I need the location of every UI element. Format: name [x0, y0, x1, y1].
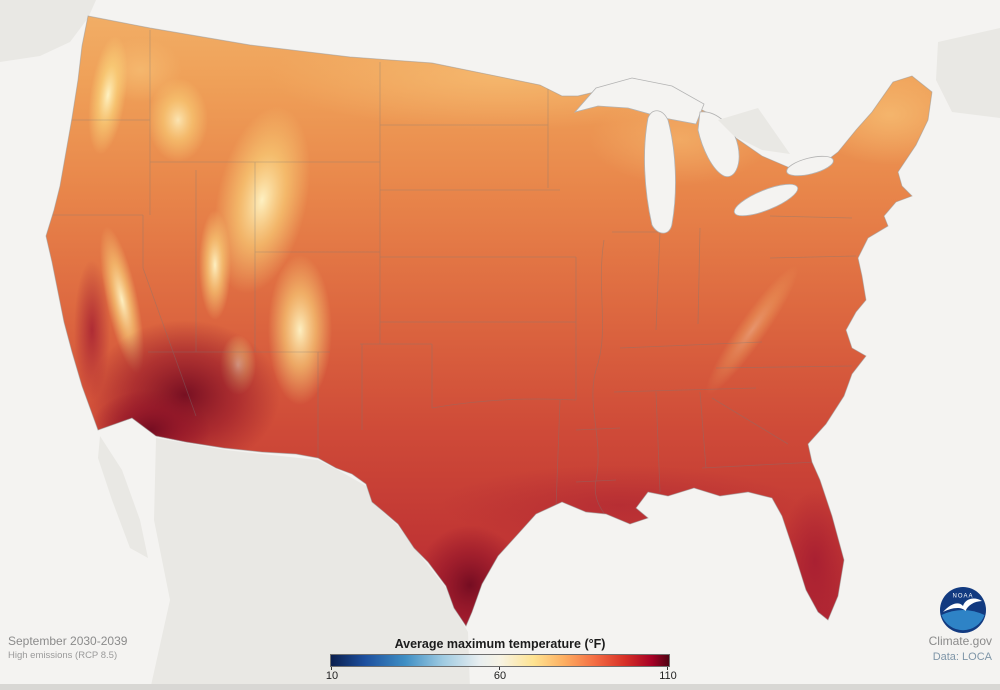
colorbar-ticks: 10 60 110 — [326, 667, 677, 683]
noaa-logo: NOAA — [940, 587, 986, 633]
tick-mark-mid — [499, 667, 500, 670]
noaa-logo-text: NOAA — [952, 594, 973, 600]
temperature-colorbar — [330, 654, 670, 667]
tick-mark-min — [331, 667, 332, 670]
tick-label-mid: 60 — [493, 670, 507, 682]
climate-gov-credit: Climate.gov — [928, 634, 992, 648]
lake-ontario — [786, 155, 834, 177]
tick-mark-max — [667, 667, 668, 670]
noaa-logo-ocean — [941, 610, 985, 631]
time-period-label: September 2030-2039 — [8, 634, 128, 648]
great-lakes — [573, 77, 834, 234]
lake-michigan — [644, 110, 676, 234]
source-credit: Climate.gov Data: LOCA — [929, 634, 992, 664]
tick-label-max: 110 — [659, 670, 677, 682]
canada-ontario-land — [718, 108, 790, 154]
state-borders — [52, 30, 857, 521]
baja-peninsula — [98, 436, 148, 558]
bottom-border-strip — [0, 684, 1000, 690]
colorbar-legend: Average maximum temperature (°F) 10 60 1… — [326, 637, 677, 683]
emissions-scenario-label: High emissions (RCP 8.5) — [8, 650, 118, 662]
canada-bc-land — [0, 0, 96, 62]
map-caption: September 2030-2039 High emissions (RCP … — [8, 634, 127, 662]
tick-label-min: 10 — [325, 670, 339, 682]
noaa-gull-icon — [943, 598, 982, 612]
data-source-label: Data: LOCA — [932, 650, 992, 663]
canada-maritime-land — [936, 28, 1000, 118]
lake-erie — [733, 183, 799, 217]
mexico-land — [150, 438, 470, 690]
us-outline — [45, 15, 933, 627]
legend-title: Average maximum temperature (°F) — [394, 637, 606, 651]
